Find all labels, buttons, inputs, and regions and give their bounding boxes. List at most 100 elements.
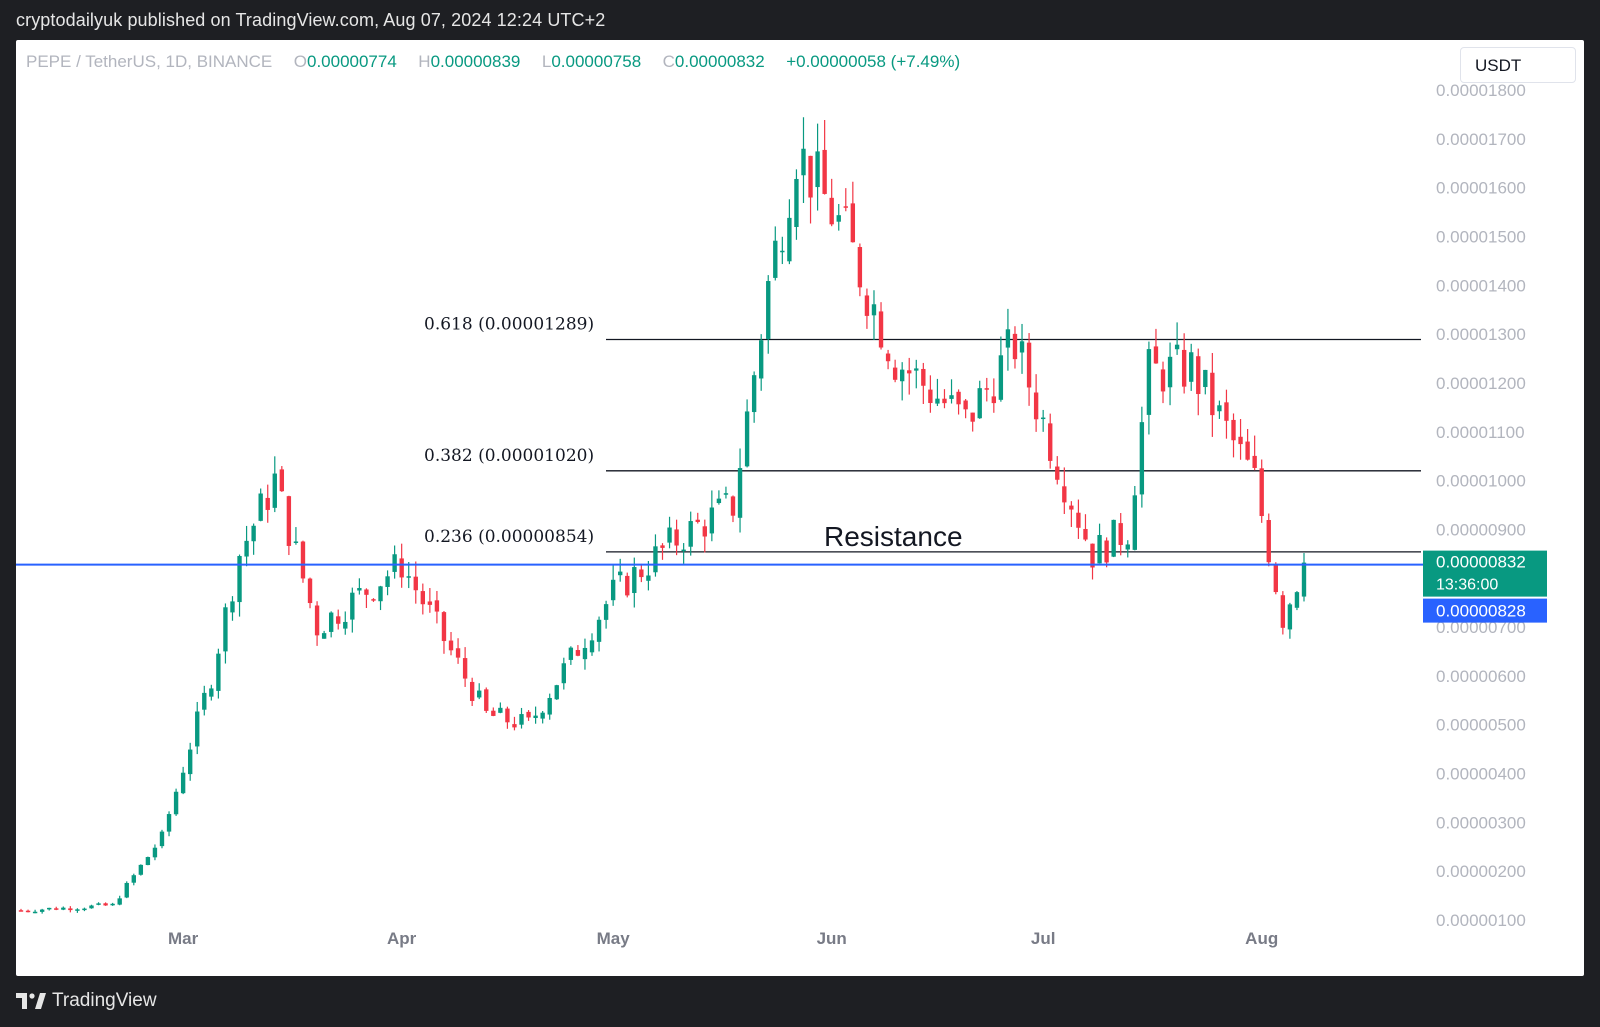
- candle: [914, 359, 919, 389]
- candle: [399, 543, 404, 588]
- candle-body: [1259, 468, 1264, 517]
- candle-body: [759, 340, 764, 379]
- candle-body: [610, 579, 616, 601]
- candle: [857, 243, 863, 297]
- candle: [1252, 435, 1257, 471]
- candle-body: [265, 497, 270, 510]
- candle: [878, 302, 884, 350]
- candle: [1139, 406, 1145, 508]
- candle-body: [1005, 329, 1011, 348]
- candle-body: [1012, 333, 1018, 360]
- candle: [378, 585, 383, 611]
- candle-body: [540, 712, 545, 719]
- candle: [1231, 413, 1236, 458]
- candle-body: [526, 711, 531, 718]
- candle: [737, 448, 743, 533]
- candle: [103, 902, 108, 906]
- candle: [1083, 514, 1088, 542]
- candle: [1245, 429, 1250, 461]
- candle: [780, 236, 785, 265]
- candle-body: [18, 910, 24, 912]
- candle: [343, 611, 348, 635]
- candle-body: [89, 905, 94, 909]
- candle-body: [96, 903, 101, 905]
- candle-body: [258, 493, 263, 521]
- candle: [632, 557, 637, 608]
- candle: [801, 117, 806, 204]
- candlestick-chart[interactable]: 0.618 (0.00001289) 0.382 (0.00001020) 0.23…: [16, 40, 1584, 976]
- candle: [1294, 591, 1300, 611]
- candle: [1203, 369, 1208, 395]
- candle-body: [1231, 419, 1236, 441]
- candle: [667, 516, 672, 549]
- candle: [1055, 456, 1060, 485]
- chart-panel[interactable]: 0.618 (0.00001289) 0.382 (0.00001020) 0.23…: [16, 40, 1584, 976]
- candle-body: [660, 545, 665, 548]
- candle: [568, 646, 574, 665]
- candle-body: [399, 558, 404, 578]
- currency-button[interactable]: USDT: [1460, 47, 1576, 83]
- candle: [759, 334, 764, 391]
- candle: [533, 706, 538, 724]
- candle: [1132, 485, 1137, 551]
- close-label: C: [662, 52, 675, 71]
- candle: [723, 486, 729, 499]
- candle: [949, 379, 954, 404]
- candle: [864, 288, 870, 329]
- candle-body: [47, 907, 52, 910]
- fib-levels: 0.618 (0.00001289) 0.382 (0.00001020) 0.23…: [424, 314, 1421, 553]
- candle: [300, 540, 306, 583]
- candle-body: [1139, 422, 1145, 495]
- candle: [885, 349, 891, 370]
- candle: [1125, 540, 1130, 558]
- candle: [448, 632, 454, 656]
- line-price-box: [1423, 598, 1547, 623]
- candle-body: [145, 857, 151, 866]
- candle-body: [907, 370, 912, 374]
- candle-body: [406, 576, 411, 578]
- candle: [1174, 322, 1180, 355]
- candle-body: [575, 650, 581, 656]
- candle: [744, 399, 750, 468]
- candle-body: [1090, 543, 1095, 568]
- candle-body: [625, 575, 630, 596]
- candle: [336, 609, 341, 630]
- candle-body: [1111, 519, 1116, 557]
- candle: [272, 456, 277, 513]
- candle: [75, 908, 80, 913]
- price-tick-label: 0.00001300: [1436, 325, 1526, 344]
- candle: [455, 638, 461, 664]
- candle: [1097, 523, 1102, 564]
- candle-body: [392, 554, 397, 572]
- candle-body: [1167, 356, 1173, 388]
- candle-body: [582, 647, 588, 660]
- candle-body: [357, 588, 362, 591]
- candle-body: [1273, 564, 1278, 593]
- candle-body: [364, 589, 369, 595]
- candle-body: [251, 525, 256, 542]
- candle-body: [702, 526, 707, 537]
- candle: [1217, 400, 1222, 419]
- candle-body: [61, 907, 66, 910]
- candle: [702, 519, 707, 553]
- candle-body: [1174, 344, 1180, 350]
- candle: [195, 701, 200, 755]
- candle: [808, 155, 813, 224]
- candle: [1224, 389, 1229, 439]
- candle-body: [336, 616, 341, 624]
- price-tick-label: 0.00000600: [1436, 667, 1526, 686]
- line-price-label: 0.00000828: [1436, 602, 1526, 621]
- candle-body: [716, 498, 722, 504]
- candle: [1062, 467, 1067, 515]
- candle: [350, 587, 355, 633]
- candle: [871, 290, 877, 340]
- candle-body: [744, 411, 750, 467]
- candle-body: [892, 367, 898, 380]
- candle-body: [1069, 505, 1074, 510]
- candle-body: [589, 640, 595, 653]
- candle-body: [674, 529, 679, 546]
- candle-body: [166, 814, 172, 832]
- candle-body: [293, 541, 299, 543]
- tradingview-brand[interactable]: TradingView: [16, 990, 157, 1012]
- candle-body: [272, 473, 277, 508]
